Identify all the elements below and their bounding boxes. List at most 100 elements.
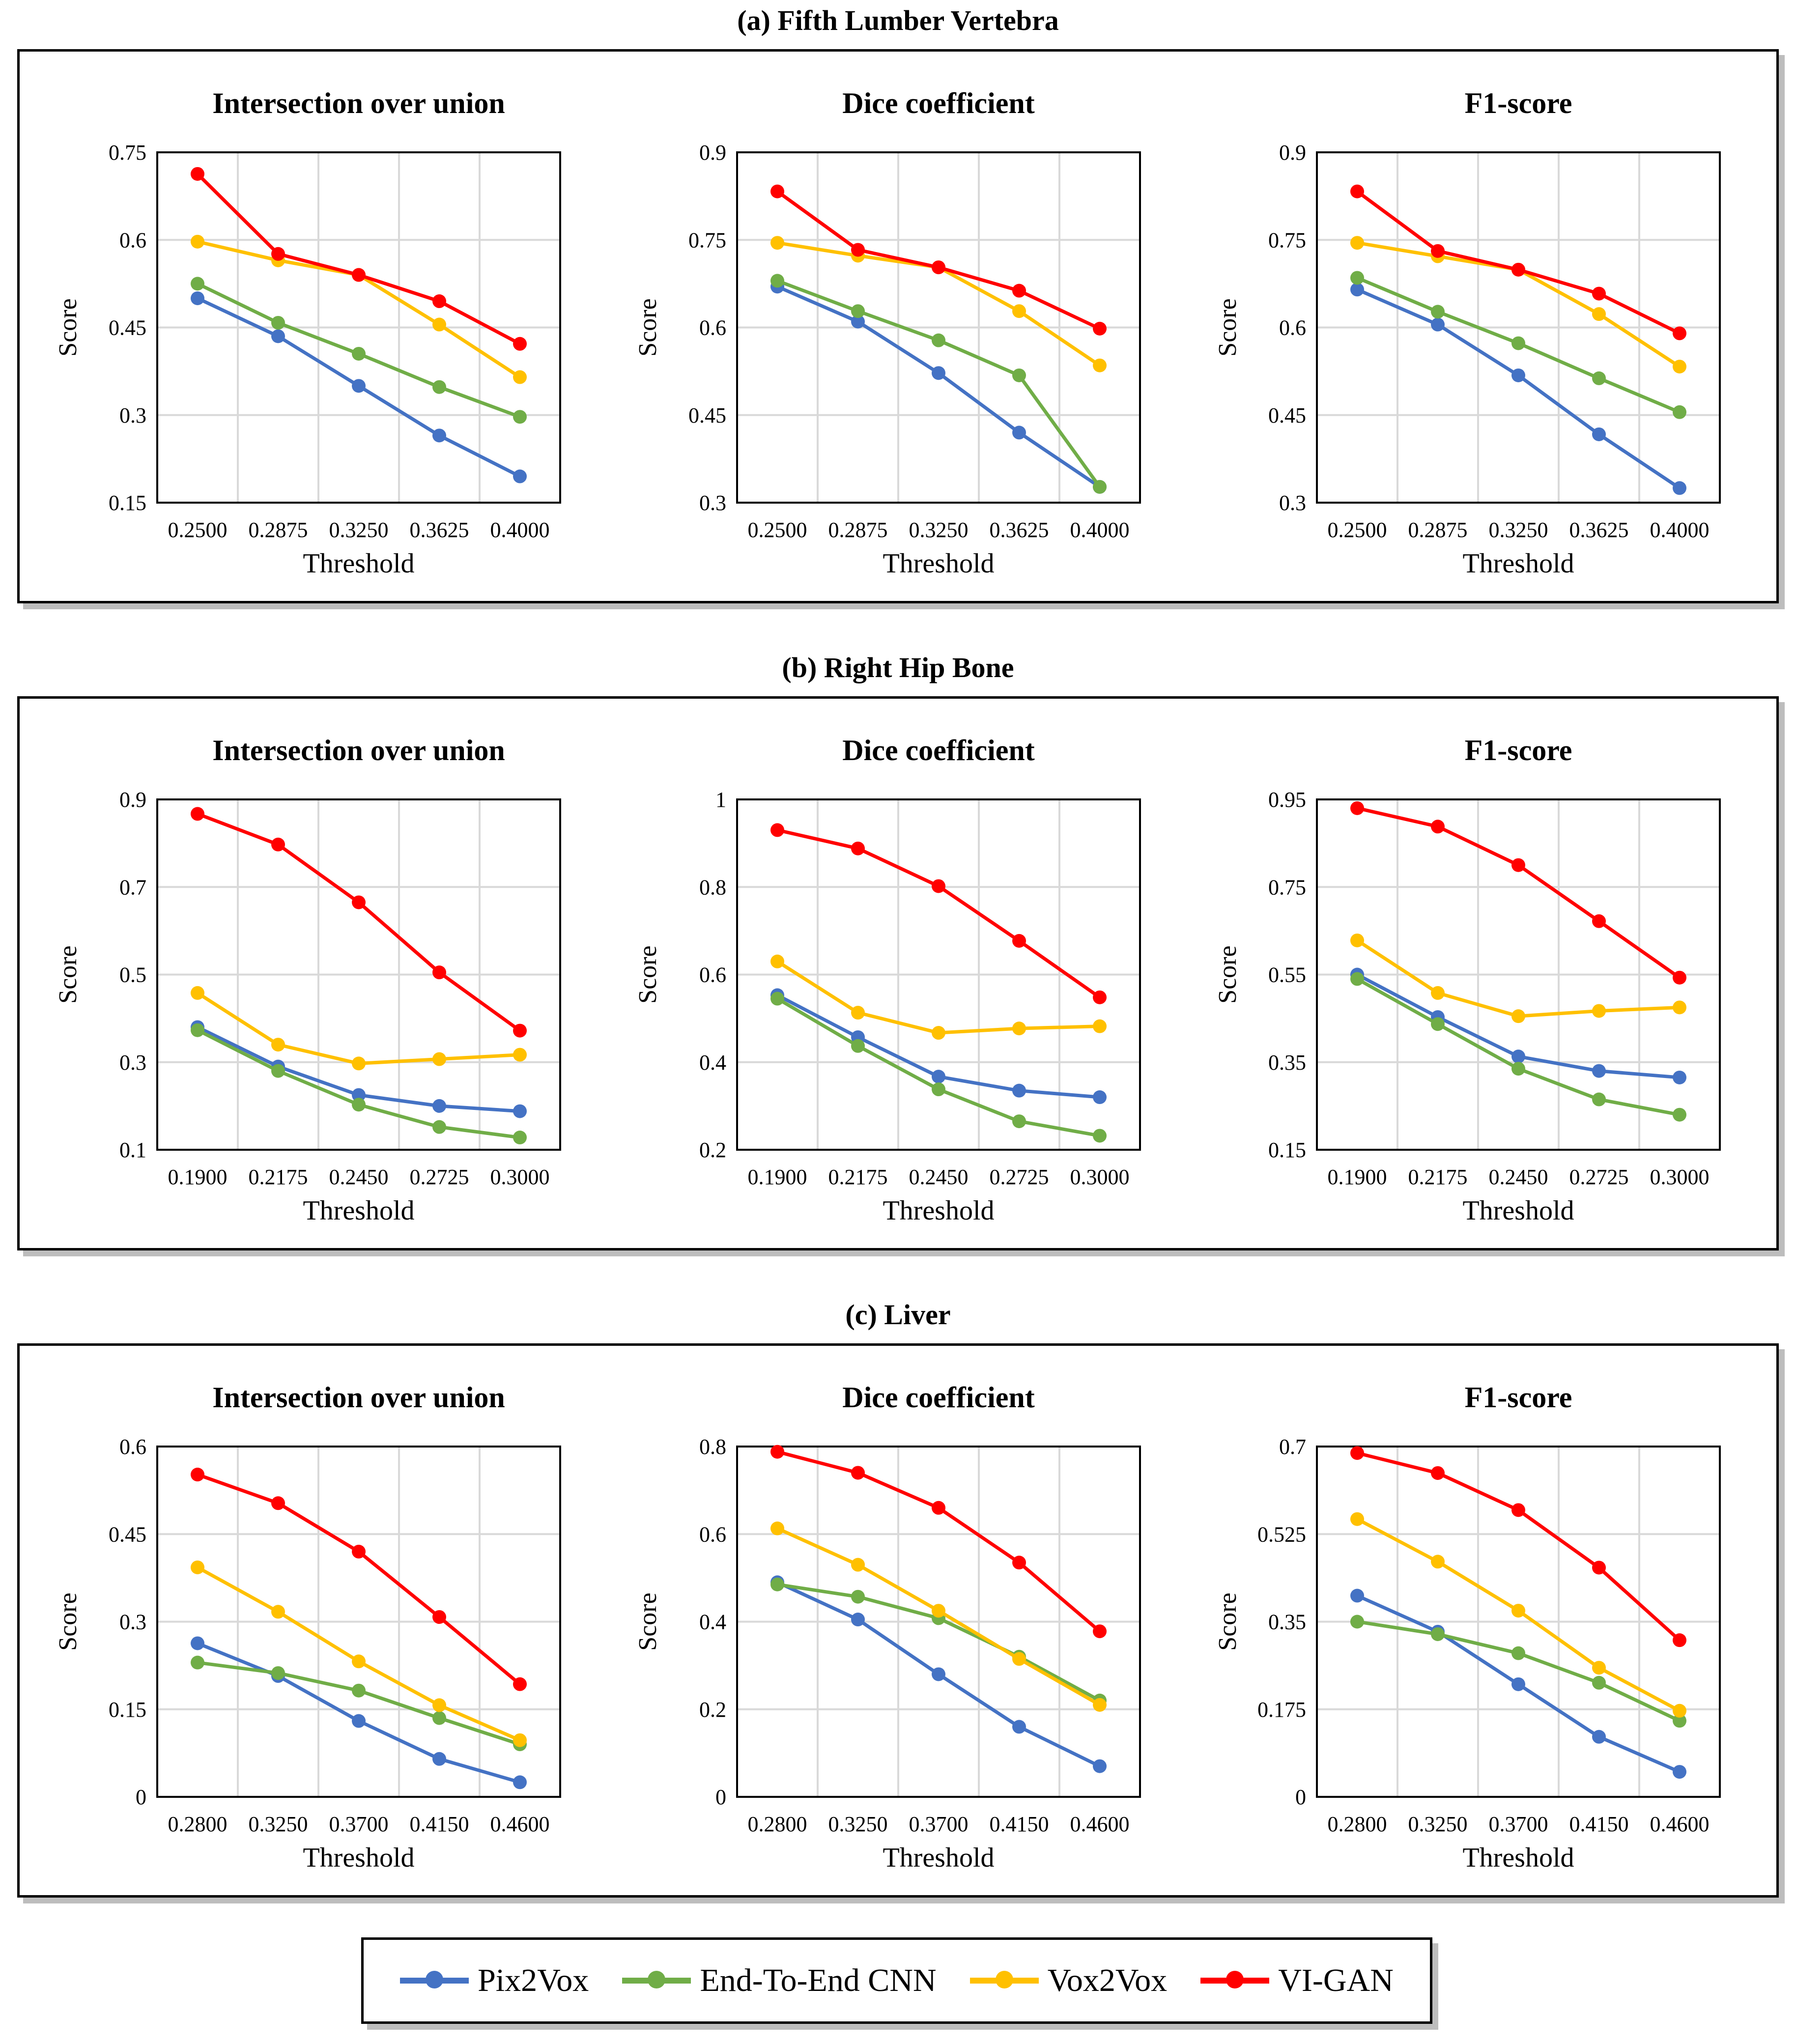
data-point-vi-gan (1673, 326, 1686, 341)
x-tick-label: 0.4000 (490, 518, 550, 542)
x-tick-label: 0.2875 (249, 518, 308, 542)
plot-frame (1316, 151, 1721, 504)
data-point-end-to-end-cnn (1511, 1062, 1525, 1076)
data-point-vi-gan (932, 1501, 945, 1515)
data-point-pix2vox (1673, 1765, 1686, 1779)
data-point-vox2vox (932, 1604, 945, 1618)
series-line-end-to-end-cnn (197, 1028, 520, 1139)
x-axis-label: Threshold (1462, 1843, 1574, 1873)
y-tick-label: 0.4 (699, 1610, 726, 1634)
data-point-pix2vox (1350, 283, 1364, 297)
data-point-vox2vox (770, 1521, 784, 1535)
line-chart: F1-score 0.3 0.45 0.6 0.75 0.9 0.2500 0.2875 0.3… (1214, 87, 1721, 579)
data-point-vox2vox (191, 1560, 204, 1574)
y-tick-label: 0.15 (109, 1698, 146, 1722)
y-tick-label: 0.9 (699, 141, 726, 165)
series-line-vi-gan (1357, 806, 1681, 979)
data-point-pix2vox (513, 469, 527, 483)
plot-frame (156, 798, 561, 1151)
data-point-pix2vox (1093, 1090, 1107, 1105)
series-line-vi-gan (196, 172, 521, 345)
data-point-vi-gan (352, 1544, 366, 1559)
data-point-vi-gan (851, 1466, 865, 1480)
y-tick-label: 0 (136, 1785, 146, 1809)
y-tick-label: 0.7 (1279, 1435, 1306, 1459)
data-point-vox2vox (1673, 360, 1686, 374)
data-point-vox2vox (432, 1052, 446, 1066)
data-point-vox2vox (1431, 1555, 1445, 1569)
x-tick-label: 0.2725 (410, 1165, 469, 1189)
data-point-vi-gan (770, 823, 784, 837)
series-line-end-to-end-cnn (777, 1583, 1101, 1703)
data-point-vox2vox (770, 954, 784, 968)
y-tick-label: 0.55 (1268, 963, 1306, 987)
x-axis-label: Threshold (883, 1195, 994, 1226)
x-tick-label: 0.3000 (1070, 1165, 1130, 1189)
x-axis-label: Threshold (883, 548, 994, 579)
data-point-end-to-end-cnn (432, 380, 446, 394)
y-tick-label: 0.8 (699, 1435, 726, 1459)
line-chart: Intersection over union 0.1 0.3 0.5 0.7 0.9 0.… (54, 734, 561, 1226)
plot-frame (736, 1446, 1141, 1798)
x-tick-label: 0.2800 (168, 1812, 228, 1836)
x-tick-label: 0.3700 (329, 1812, 389, 1836)
data-point-end-to-end-cnn (1673, 405, 1686, 419)
data-point-vox2vox (352, 1056, 366, 1071)
data-point-vi-gan (432, 1610, 446, 1624)
y-tick-label: 0.45 (1268, 403, 1306, 427)
data-point-vi-gan (1511, 262, 1525, 277)
data-point-pix2vox (1012, 426, 1026, 440)
data-point-vi-gan (1093, 990, 1107, 1004)
data-point-pix2vox (432, 428, 446, 443)
y-tick-label: 0.3 (119, 1050, 146, 1075)
y-tick-label: 0.2 (699, 1698, 726, 1722)
x-tick-label: 0.2725 (990, 1165, 1049, 1189)
y-tick-label: 0.1 (119, 1138, 146, 1162)
x-tick-label: 0.2175 (1408, 1165, 1468, 1189)
x-tick-label: 0.2450 (1489, 1165, 1548, 1189)
data-point-end-to-end-cnn (1350, 972, 1364, 986)
x-tick-label: 0.4150 (990, 1812, 1049, 1836)
data-point-end-to-end-cnn (932, 1082, 945, 1097)
data-point-end-to-end-cnn (1592, 1092, 1606, 1107)
x-tick-label: 0.3000 (490, 1165, 550, 1189)
data-point-vi-gan (191, 1468, 204, 1482)
y-tick-label: 0.45 (688, 403, 726, 427)
data-point-vi-gan (1093, 321, 1107, 336)
data-point-end-to-end-cnn (352, 1098, 366, 1112)
line-chart: Dice coefficient 0 0.2 0.4 0.6 0.8 0.2800 0.325… (634, 1381, 1141, 1873)
plot-frame (736, 798, 1141, 1151)
data-point-vox2vox (851, 1006, 865, 1020)
legend-item-vi-gan: VI-GAN (1200, 1962, 1394, 1999)
y-tick-label: 0.75 (109, 141, 146, 165)
data-point-vi-gan (1592, 286, 1606, 301)
legend-item-vox2vox: Vox2Vox (969, 1962, 1167, 1999)
data-point-vi-gan (1431, 820, 1445, 834)
x-axis-label: Threshold (303, 1195, 414, 1226)
x-tick-label: 0.4600 (490, 1812, 550, 1836)
data-point-vi-gan (271, 837, 285, 852)
x-tick-label: 0.2175 (828, 1165, 888, 1189)
data-point-pix2vox (1431, 317, 1445, 332)
data-point-end-to-end-cnn (1093, 1129, 1107, 1143)
data-point-pix2vox (1012, 1720, 1026, 1734)
data-point-vi-gan (1592, 1561, 1606, 1575)
data-point-end-to-end-cnn (851, 304, 865, 318)
data-point-vox2vox (1093, 358, 1107, 372)
y-tick-label: 0.6 (699, 963, 726, 987)
chart-title: F1-score (1465, 734, 1572, 766)
x-tick-label: 0.2500 (748, 518, 807, 542)
data-point-end-to-end-cnn (1431, 305, 1445, 319)
data-point-vi-gan (1012, 284, 1026, 298)
y-tick-label: 1 (715, 788, 726, 812)
x-axis-label: Threshold (1462, 548, 1574, 579)
line-chart: Intersection over union 0 0.15 0.3 0.45 0.6 0.… (54, 1381, 561, 1873)
data-point-pix2vox (432, 1099, 446, 1113)
data-point-pix2vox (1511, 1050, 1525, 1064)
data-point-vi-gan (1511, 1503, 1525, 1517)
y-axis-label: Score (634, 945, 662, 1003)
x-tick-label: 0.3625 (1569, 518, 1629, 542)
x-tick-label: 0.4600 (1650, 1812, 1710, 1836)
data-point-vox2vox (191, 234, 204, 249)
y-tick-label: 0.6 (699, 1522, 726, 1546)
